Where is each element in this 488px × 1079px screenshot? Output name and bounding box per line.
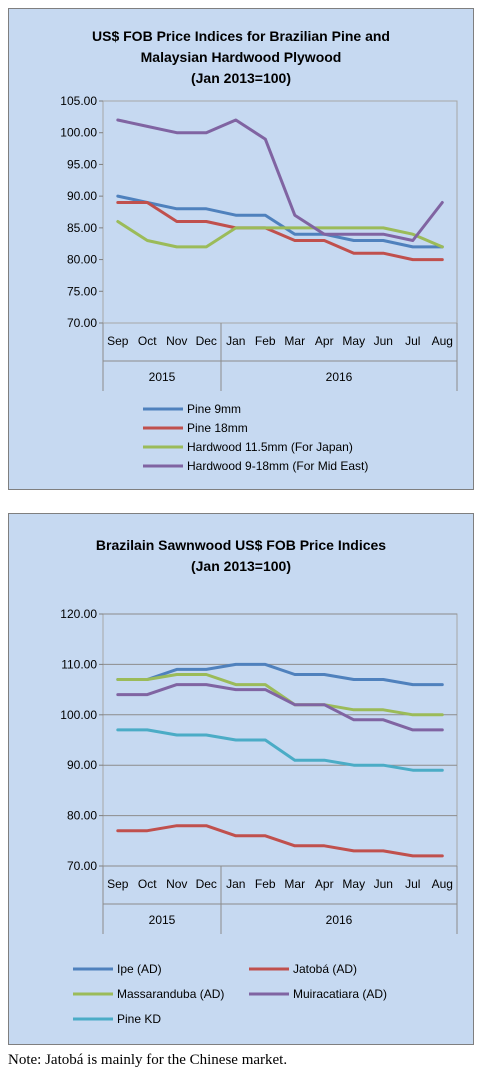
y-tick-label: 110.00 bbox=[61, 657, 97, 671]
x-tick-label: Nov bbox=[166, 877, 187, 891]
series-line-massaranduba-ad bbox=[116, 673, 444, 717]
y-tick-label: 85.00 bbox=[67, 221, 97, 235]
x-tick-label: Jul bbox=[405, 877, 420, 891]
y-tick-label: 100.00 bbox=[60, 126, 97, 140]
chart-title-line: (Jan 2013=100) bbox=[191, 70, 291, 86]
series-line-hardwood-11-5mm-for-japan bbox=[116, 220, 444, 249]
y-tick-label: 120.00 bbox=[60, 607, 97, 621]
series-line-muiracatiara-ad bbox=[116, 683, 444, 732]
series-line-hardwood-9-18mm-for-mid-east bbox=[116, 118, 444, 242]
plot-area bbox=[102, 100, 458, 324]
y-tick-label: 70.00 bbox=[67, 859, 97, 873]
year-label: 2016 bbox=[326, 370, 353, 384]
x-tick-label: Apr bbox=[315, 877, 334, 891]
series-line-ipe-ad bbox=[116, 662, 444, 687]
legend-label-ipe-ad: Ipe (AD) bbox=[117, 962, 162, 976]
plywood-chart-panel: US$ FOB Price Indices for Brazilian Pine… bbox=[8, 8, 474, 490]
legend-label-pine-18mm: Pine 18mm bbox=[187, 421, 248, 435]
year-label: 2015 bbox=[149, 370, 176, 384]
legend-label-pine-9mm: Pine 9mm bbox=[187, 402, 241, 416]
sawnwood-chart-panel: Brazilain Sawnwood US$ FOB Price Indices… bbox=[8, 513, 474, 1045]
sawnwood-price-chart: Brazilain Sawnwood US$ FOB Price Indices… bbox=[60, 537, 458, 1026]
x-tick-label: Jan bbox=[226, 334, 245, 348]
footnote: Note: Jatobá is mainly for the Chinese m… bbox=[8, 1052, 288, 1068]
x-tick-label: Mar bbox=[284, 877, 305, 891]
x-tick-label: Jun bbox=[374, 334, 393, 348]
x-tick-label: Mar bbox=[284, 334, 305, 348]
series-line-jatob-ad bbox=[116, 824, 444, 858]
x-tick-label: May bbox=[342, 334, 365, 348]
legend-label-jatob-ad: Jatobá (AD) bbox=[293, 962, 357, 976]
legend-label-pine-kd: Pine KD bbox=[117, 1012, 161, 1026]
y-tick-label: 105.00 bbox=[60, 94, 97, 108]
chart-title-line: (Jan 2013=100) bbox=[191, 558, 291, 574]
chart-title-line: Malaysian Hardwood Plywood bbox=[141, 49, 342, 65]
x-tick-label: Dec bbox=[196, 877, 217, 891]
x-tick-label: Jun bbox=[374, 877, 393, 891]
legend-label-muiracatiara-ad: Muiracatiara (AD) bbox=[293, 987, 387, 1001]
x-tick-label: Aug bbox=[432, 334, 453, 348]
year-label: 2015 bbox=[149, 913, 176, 927]
x-tick-label: Sep bbox=[107, 334, 129, 348]
x-tick-label: Feb bbox=[255, 877, 276, 891]
y-tick-label: 95.00 bbox=[67, 157, 97, 171]
x-tick-label: Jul bbox=[405, 334, 420, 348]
x-tick-label: Aug bbox=[432, 877, 453, 891]
x-tick-label: Feb bbox=[255, 334, 276, 348]
series-line-pine-9mm bbox=[116, 194, 444, 249]
x-tick-label: Jan bbox=[226, 877, 245, 891]
y-tick-label: 100.00 bbox=[60, 708, 97, 722]
x-tick-label: Sep bbox=[107, 877, 129, 891]
chart-title-line: Brazilain Sawnwood US$ FOB Price Indices bbox=[96, 537, 386, 553]
plywood-price-chart: US$ FOB Price Indices for Brazilian Pine… bbox=[60, 28, 458, 473]
x-tick-label: Nov bbox=[166, 334, 187, 348]
x-tick-label: Dec bbox=[196, 334, 217, 348]
y-tick-label: 75.00 bbox=[67, 284, 97, 298]
x-tick-label: Oct bbox=[138, 334, 157, 348]
y-tick-label: 90.00 bbox=[67, 758, 97, 772]
y-tick-label: 80.00 bbox=[67, 809, 97, 823]
x-tick-label: Oct bbox=[138, 877, 157, 891]
series-line-pine-18mm bbox=[116, 201, 444, 262]
legend-label-hardwood-11-5mm-for-japan: Hardwood 11.5mm (For Japan) bbox=[187, 440, 353, 454]
legend-label-hardwood-9-18mm-for-mid-east: Hardwood 9-18mm (For Mid East) bbox=[187, 459, 368, 473]
y-tick-label: 70.00 bbox=[67, 316, 97, 330]
series-line-pine-kd bbox=[116, 728, 444, 772]
legend-label-massaranduba-ad: Massaranduba (AD) bbox=[117, 987, 224, 1001]
y-tick-label: 90.00 bbox=[67, 189, 97, 203]
y-tick-label: 80.00 bbox=[67, 253, 97, 267]
year-label: 2016 bbox=[326, 913, 353, 927]
x-tick-label: May bbox=[342, 877, 365, 891]
x-tick-label: Apr bbox=[315, 334, 334, 348]
chart-title-line: US$ FOB Price Indices for Brazilian Pine… bbox=[92, 28, 390, 44]
plot-area bbox=[102, 613, 458, 867]
